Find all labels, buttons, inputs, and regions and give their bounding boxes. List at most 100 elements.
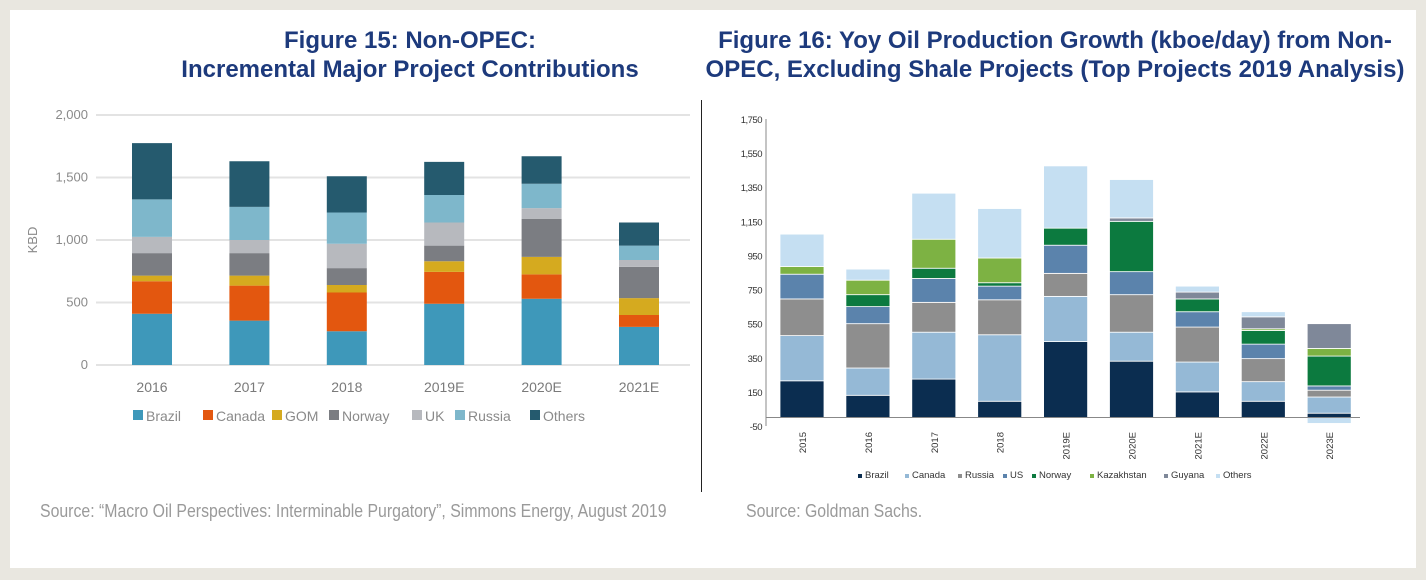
chart1-bar-norway-2021e <box>619 266 659 299</box>
chart1-bar-others-2020e <box>521 156 562 184</box>
chart2-bar-kazakhstan-2017 <box>911 238 957 269</box>
figure-15-title: Figure 15: Non-OPEC: Incremental Major P… <box>110 26 710 84</box>
chart1-bar-canada-2019e <box>424 271 465 304</box>
chart2-legend-swatch-kazakhstan <box>1090 474 1094 478</box>
chart1-bar-gom-2018 <box>326 285 367 293</box>
chart2-bar-us-2016 <box>845 306 891 325</box>
chart2-bar-canada-2016 <box>845 367 891 396</box>
chart1-legend-label-canada: Canada <box>216 408 265 424</box>
chart2-bar-russia-2023e <box>1306 389 1352 398</box>
chart2-y-tick-label: 550 <box>748 320 763 331</box>
chart1-bar-russia-2020e <box>521 183 562 209</box>
chart2-bar-brazil-2021e <box>1175 391 1220 418</box>
chart1-bar-uk-2017 <box>229 240 270 254</box>
chart2-bar-norway-2022e <box>1240 330 1286 345</box>
chart2-legend-label-brazil: Brazil <box>865 470 889 481</box>
chart2-y-tick-label: 1,550 <box>741 149 762 160</box>
chart2-bar-norway-2016 <box>845 294 891 308</box>
chart2-y-tick-label: 950 <box>748 251 763 262</box>
chart1-legend-label-gom: GOM <box>285 408 318 424</box>
chart2-bar-us-2021e <box>1175 311 1220 328</box>
chart2-bar-us-2020e <box>1109 271 1154 296</box>
chart2-bar-brazil-2022e <box>1240 400 1286 418</box>
chart2-bar-russia-2022e <box>1240 358 1286 383</box>
chart2-x-tick-label: 2021E <box>1193 432 1204 459</box>
chart2-y-tick-label: 1,350 <box>741 183 762 194</box>
figure-15-title-line-2: Incremental Major Project Contributions <box>181 56 639 83</box>
chart1-bar-brazil-2018 <box>326 331 367 365</box>
chart1-bar-norway-2019e <box>424 245 465 262</box>
chart2-legend-swatch-canada <box>905 474 909 478</box>
chart1-bar-norway-2017 <box>229 253 270 276</box>
divider-line <box>701 100 702 492</box>
chart2-bar-canada-2023e <box>1306 396 1352 414</box>
chart1-legend-swatch-gom <box>272 410 282 420</box>
chart2-bar-norway-2020e <box>1109 220 1154 273</box>
chart2-legend-label-guyana: Guyana <box>1171 470 1205 481</box>
chart2-bar-canada-2022e <box>1240 381 1286 402</box>
chart1-bar-russia-2017 <box>229 206 270 240</box>
chart2-bar-brazil-2015 <box>779 380 825 418</box>
chart2-bar-canada-2020e <box>1109 331 1154 362</box>
figure-16-source: Source: Goldman Sachs. <box>746 501 923 521</box>
chart1-x-tick-label: 2020E <box>521 379 561 395</box>
chart1-bar-gom-2020e <box>521 256 562 275</box>
chart2-bar-norway-2018 <box>977 282 1023 287</box>
chart2-bar-brazil-2018 <box>977 400 1023 418</box>
chart2-legend-label-others: Others <box>1223 470 1252 481</box>
chart1-bar-norway-2016 <box>132 253 172 276</box>
chart2-bar-canada-2018 <box>977 334 1023 402</box>
chart2-bar-others-2016 <box>845 268 891 281</box>
chart2-bar-others-2018 <box>977 208 1023 259</box>
chart1-x-tick-label: 2019E <box>424 379 464 395</box>
chart2-x-tick-label: 2023E <box>1325 432 1336 459</box>
chart1-legend-label-norway: Norway <box>342 408 389 424</box>
chart2-bar-others-2022e <box>1240 311 1286 318</box>
chart1-bar-canada-2017 <box>229 285 270 321</box>
chart1-bar-brazil-2019e <box>424 303 465 365</box>
chart2-bar-us-2017 <box>911 278 957 303</box>
figure-15-source: Source: “Macro Oil Perspectives: Intermi… <box>40 501 667 521</box>
chart2-bar-kazakhstan-2023e <box>1306 347 1352 357</box>
chart2-y-tick-label: 1,750 <box>741 115 762 126</box>
chart1-bar-gom-2017 <box>229 275 270 286</box>
chart1-bar-uk-2016 <box>132 236 172 254</box>
chart2-bar-norway-2017 <box>911 267 957 279</box>
chart2-bar-others-2017 <box>911 192 957 240</box>
chart1-bar-canada-2020e <box>521 274 562 299</box>
chart2-legend-label-kazakhstan: Kazakhstan <box>1097 470 1147 481</box>
chart1-x-tick-label: 2017 <box>234 379 265 395</box>
chart2-bar-others-2015 <box>779 233 825 267</box>
chart2-bar-us-2023e <box>1306 385 1352 391</box>
chart2-legend-swatch-norway <box>1032 474 1036 478</box>
chart1-legend-label-brazil: Brazil <box>146 408 181 424</box>
chart2-bar-guyana-2022e <box>1240 316 1286 330</box>
chart2-bar-kazakhstan-2015 <box>779 266 825 275</box>
chart1-legend-swatch-norway <box>329 410 339 420</box>
chart2-bar-us-2015 <box>779 273 825 300</box>
chart1-bar-norway-2020e <box>521 218 562 257</box>
chart2-x-tick-label: 2017 <box>930 432 941 453</box>
chart2-bar-kazakhstan-2016 <box>845 279 891 296</box>
chart1-bar-uk-2020e <box>521 208 562 219</box>
chart2-legend-swatch-guyana <box>1164 474 1168 478</box>
chart1-bar-others-2018 <box>326 176 367 213</box>
chart1-bar-gom-2019e <box>424 261 465 272</box>
chart1-bar-canada-2016 <box>132 281 172 314</box>
chart1-y-tick-label: 500 <box>66 295 88 310</box>
chart2-bar-norway-2021e <box>1175 298 1220 313</box>
chart1-bar-brazil-2020e <box>521 298 562 365</box>
chart2-legend-swatch-us <box>1003 474 1007 478</box>
chart2-bar-brazil-2023e <box>1306 412 1352 418</box>
chart2-bar-us-2019e <box>1043 244 1088 274</box>
chart2-bar-russia-2020e <box>1109 294 1154 333</box>
chart2-bar-canada-2021e <box>1175 361 1220 393</box>
chart1-x-tick-label: 2018 <box>331 379 362 395</box>
chart2-legend-label-us: US <box>1010 470 1023 481</box>
chart1-legend-swatch-uk <box>412 410 422 420</box>
chart1-y-tick-label: 2,000 <box>55 107 88 122</box>
chart1-legend-swatch-canada <box>203 410 213 420</box>
chart1-bar-canada-2018 <box>326 292 367 332</box>
chart2-bar-others-2019e <box>1043 165 1088 229</box>
chart2-bar-brazil-2019e <box>1043 341 1088 418</box>
